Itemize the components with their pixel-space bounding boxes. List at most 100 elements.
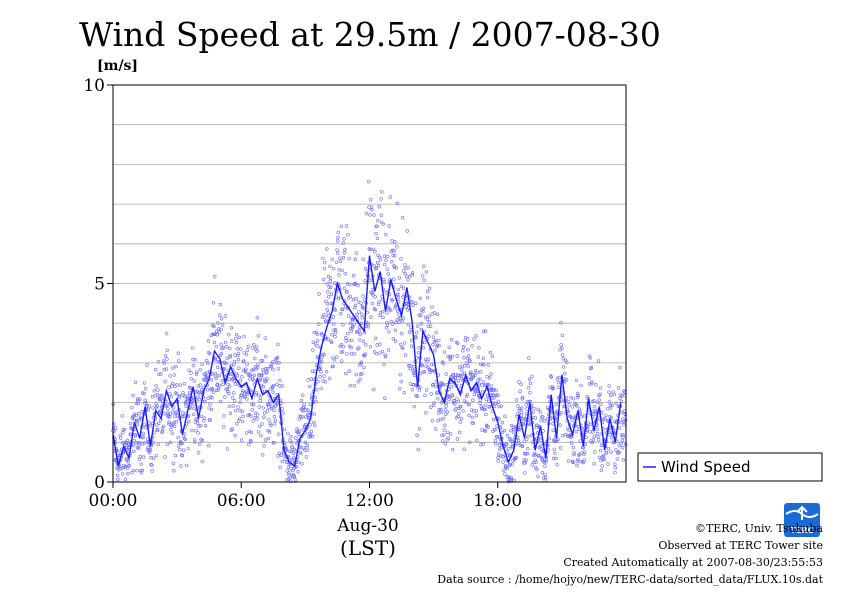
scatter-point: [138, 397, 142, 401]
scatter-point: [200, 388, 204, 392]
scatter-point: [187, 368, 191, 372]
scatter-point: [357, 346, 361, 350]
scatter-point: [397, 313, 401, 317]
scatter-point: [405, 274, 409, 279]
scatter-point: [182, 448, 186, 452]
scatter-point: [357, 310, 361, 314]
scatter-point: [471, 421, 475, 425]
scatter-point: [539, 418, 543, 423]
scatter-point: [464, 394, 469, 399]
scatter-point: [607, 390, 611, 394]
scatter-point: [536, 454, 540, 458]
scatter-point: [264, 366, 268, 371]
x-axis-lst-label: (LST): [340, 536, 396, 560]
scatter-point: [269, 365, 273, 369]
scatter-point: [323, 380, 327, 384]
scatter-point: [384, 258, 388, 262]
scatter-point: [232, 359, 237, 364]
scatter-point: [560, 353, 565, 357]
scatter-point: [562, 371, 567, 376]
scatter-point: [160, 429, 165, 434]
scatter-point: [535, 423, 539, 428]
scatter-point: [566, 426, 570, 431]
scatter-point: [252, 379, 256, 383]
scatter-point: [452, 380, 457, 385]
scatter-point: [176, 444, 181, 448]
scatter-point: [228, 355, 232, 359]
scatter-point: [277, 384, 282, 388]
scatter-point: [590, 380, 594, 384]
scatter-point: [391, 253, 395, 258]
scatter-point: [346, 331, 350, 336]
scatter-point: [390, 260, 394, 264]
scatter-point: [520, 395, 525, 400]
scatter-point: [383, 396, 387, 400]
scatter-point: [221, 346, 226, 350]
scatter-point: [598, 386, 603, 390]
scatter-point: [393, 254, 397, 258]
scatter-point: [311, 348, 315, 352]
scatter-point: [372, 387, 376, 392]
scatter-point: [420, 363, 424, 368]
scatter-point: [622, 423, 626, 427]
scatter-point: [356, 380, 360, 384]
scatter-point: [426, 324, 430, 328]
scatter-point: [265, 409, 270, 413]
scatter-point: [319, 370, 323, 374]
scatter-point: [165, 357, 169, 361]
scatter-point: [252, 343, 256, 347]
scatter-point: [494, 401, 498, 406]
scatter-point: [378, 342, 382, 346]
scatter-point: [121, 431, 125, 435]
scatter-point: [251, 403, 256, 407]
scatter-point: [261, 367, 265, 372]
scatter-point: [401, 316, 405, 320]
scatter-point: [250, 402, 254, 407]
scatter-point: [540, 457, 545, 461]
scatter-point: [424, 270, 429, 274]
scatter-point: [198, 368, 202, 372]
scatter-point: [510, 444, 514, 449]
scatter-point: [389, 308, 393, 313]
scatter-point: [501, 455, 505, 459]
scatter-point: [166, 415, 171, 419]
scatter-point: [400, 319, 405, 324]
scatter-point: [118, 436, 123, 440]
scatter-point: [134, 413, 138, 417]
scatter-point: [387, 330, 391, 334]
scatter-point: [458, 430, 462, 435]
scatter-point: [592, 405, 597, 409]
scatter-point: [606, 407, 610, 411]
scatter-point: [354, 297, 358, 301]
scatter-point: [312, 330, 316, 335]
scatter-point: [534, 460, 538, 465]
scatter-point: [321, 256, 325, 261]
scatter-point: [125, 466, 130, 470]
scatter-point: [567, 403, 571, 407]
scatter-point: [582, 450, 587, 454]
scatter-point: [516, 404, 520, 408]
scatter-point: [443, 408, 448, 412]
scatter-point: [592, 399, 596, 403]
x-tick-label: 18:00: [473, 491, 522, 511]
scatter-point: [375, 352, 379, 356]
scatter-point: [453, 402, 457, 406]
scatter-point: [234, 333, 239, 337]
scatter-point: [512, 478, 516, 483]
scatter-point: [182, 382, 187, 386]
scatter-point: [361, 339, 366, 343]
scatter-point: [570, 418, 574, 422]
scatter-point: [260, 373, 264, 378]
scatter-point: [448, 432, 453, 436]
scatter-point: [154, 384, 158, 388]
scatter-point: [463, 364, 467, 368]
scatter-point: [229, 372, 233, 376]
scatter-point: [327, 376, 332, 381]
scatter-point: [594, 383, 598, 387]
scatter-point: [289, 440, 294, 445]
scatter-point: [403, 353, 408, 357]
scatter-point: [377, 300, 381, 304]
scatter-point: [131, 468, 136, 473]
scatter-point: [609, 416, 613, 420]
